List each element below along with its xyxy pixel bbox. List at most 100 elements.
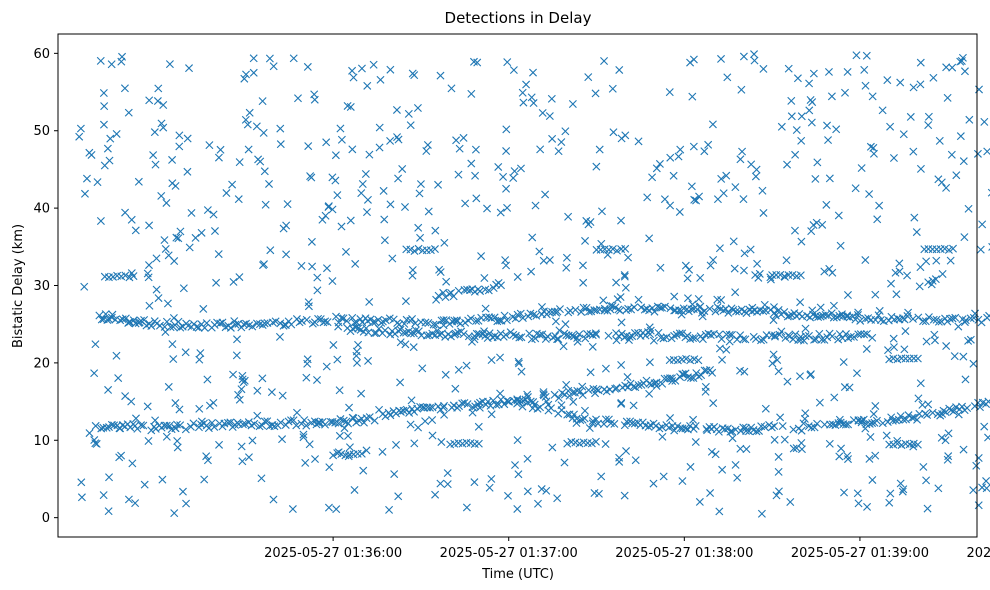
data-point <box>608 244 617 253</box>
data-point <box>922 337 931 346</box>
data-point <box>884 346 893 355</box>
data-point <box>370 416 379 425</box>
data-point <box>725 337 734 346</box>
data-point <box>500 311 509 320</box>
data-point <box>769 350 778 359</box>
data-point <box>328 173 337 182</box>
data-point <box>649 336 658 345</box>
data-point <box>396 407 405 416</box>
data-point <box>107 313 116 322</box>
data-point <box>527 267 536 276</box>
data-point <box>562 263 571 272</box>
data-point <box>827 92 836 101</box>
data-point <box>112 351 121 360</box>
data-point <box>408 265 417 274</box>
data-point <box>430 245 439 254</box>
data-point <box>282 250 291 259</box>
data-point <box>683 294 692 303</box>
data-point <box>145 301 154 310</box>
data-point <box>597 472 606 481</box>
data-point <box>873 215 882 224</box>
data-point <box>964 204 973 213</box>
data-point <box>934 317 943 326</box>
data-point <box>147 426 156 435</box>
data-point <box>620 421 629 430</box>
data-point <box>304 142 313 151</box>
data-point <box>314 419 323 428</box>
data-point <box>566 306 575 315</box>
data-point <box>513 396 522 405</box>
data-point <box>973 149 982 158</box>
data-point <box>510 167 519 176</box>
data-point <box>828 268 837 277</box>
data-point <box>203 375 212 384</box>
data-point <box>226 323 235 332</box>
data-point <box>813 158 822 167</box>
data-point <box>949 244 957 253</box>
data-point <box>752 165 761 174</box>
data-point <box>652 382 661 391</box>
data-point <box>542 486 551 495</box>
data-point <box>591 389 600 398</box>
data-point <box>787 96 796 105</box>
data-point <box>760 422 769 431</box>
data-point <box>107 60 116 69</box>
data-point <box>670 306 679 315</box>
data-point <box>335 386 344 395</box>
data-point <box>969 486 978 495</box>
data-point <box>860 65 869 74</box>
data-point <box>865 190 874 199</box>
data-point <box>537 485 546 494</box>
data-point <box>364 328 373 337</box>
data-point <box>568 388 577 397</box>
data-point <box>630 303 639 312</box>
data-point <box>615 453 624 462</box>
data-point <box>978 483 987 492</box>
data-point <box>608 84 617 93</box>
data-point <box>144 437 153 445</box>
data-point <box>610 419 619 428</box>
data-point <box>386 200 395 209</box>
data-point <box>584 73 593 82</box>
data-point <box>581 236 590 245</box>
data-point <box>408 69 417 78</box>
data-point <box>171 399 180 408</box>
data-point <box>617 318 626 327</box>
data-point <box>172 233 181 242</box>
data-point <box>824 67 833 76</box>
data-point <box>914 394 923 403</box>
data-point <box>183 134 192 143</box>
data-point <box>660 302 669 311</box>
data-point <box>709 256 718 265</box>
data-point <box>903 271 912 280</box>
data-point <box>200 323 209 332</box>
data-point <box>861 424 870 433</box>
data-point <box>621 244 630 253</box>
data-point <box>104 507 113 516</box>
data-point <box>659 472 668 481</box>
data-point <box>658 303 667 312</box>
data-point <box>293 408 301 417</box>
data-point <box>757 509 766 518</box>
data-point <box>257 474 266 483</box>
data-point <box>625 332 634 341</box>
data-point <box>301 458 310 467</box>
data-point <box>692 369 701 378</box>
data-point <box>975 403 984 412</box>
data-point <box>189 419 198 428</box>
data-point <box>375 123 384 132</box>
data-point <box>808 306 817 315</box>
data-point <box>965 115 974 124</box>
data-point <box>770 332 779 341</box>
data-point <box>964 336 973 345</box>
data-point <box>916 263 925 272</box>
data-point <box>869 149 878 158</box>
data-point <box>772 270 781 279</box>
data-point <box>441 370 450 379</box>
data-point <box>791 150 800 159</box>
data-point <box>576 387 585 396</box>
data-point <box>783 312 792 321</box>
data-point <box>972 461 981 470</box>
data-point <box>531 334 540 343</box>
data-point <box>116 316 125 325</box>
